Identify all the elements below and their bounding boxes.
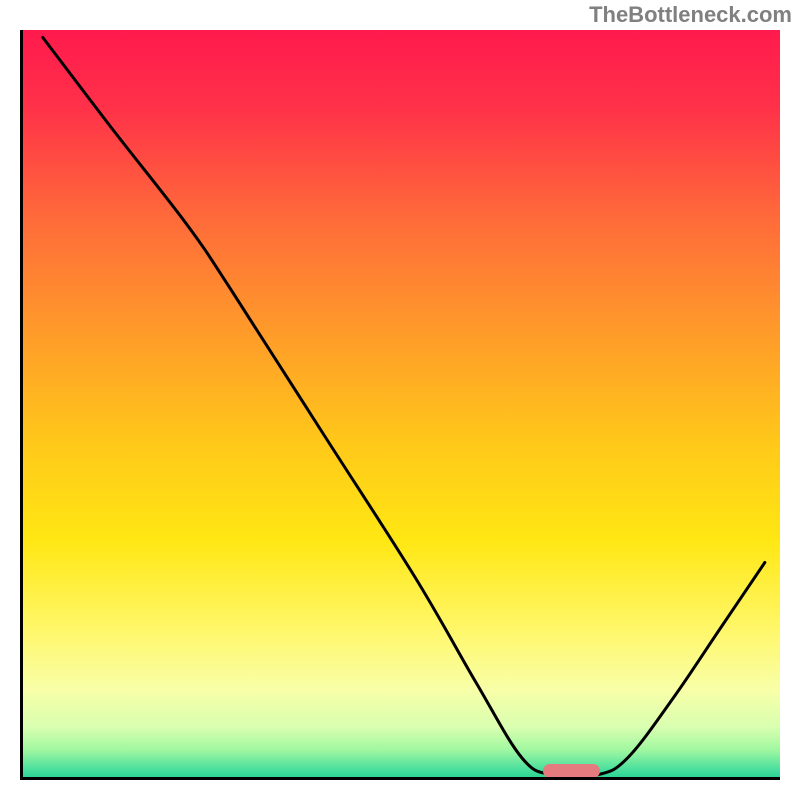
watermark-text: TheBottleneck.com xyxy=(589,2,792,28)
curve-svg xyxy=(20,30,780,780)
plot-area xyxy=(20,30,780,780)
x-axis xyxy=(20,777,780,780)
y-axis xyxy=(20,30,23,780)
optimal-marker xyxy=(543,764,600,778)
chart-container: TheBottleneck.com xyxy=(0,0,800,800)
bottleneck-curve xyxy=(43,38,765,778)
